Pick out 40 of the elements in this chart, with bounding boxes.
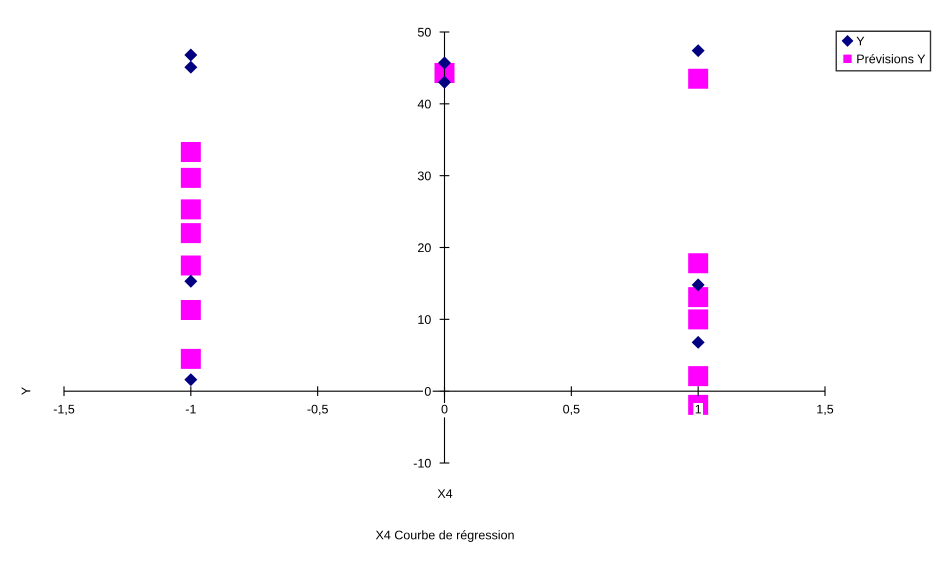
x-tick-label: 0,5 <box>563 404 580 416</box>
x-axis-title: X4 <box>438 489 452 498</box>
point <box>184 373 198 386</box>
point <box>180 141 202 163</box>
point <box>184 274 198 288</box>
point <box>180 222 202 244</box>
x-tick-label: -0,5 <box>307 404 328 416</box>
point <box>692 44 704 57</box>
point <box>687 286 710 308</box>
y-tick-label: 0 <box>424 386 431 396</box>
point <box>687 365 710 387</box>
x-tick-label: 1,5 <box>817 404 834 416</box>
legend-label: Prévisions Y <box>857 54 926 64</box>
legend-label: Y <box>856 36 864 46</box>
text: X4 Courbe de régression <box>376 530 514 542</box>
point <box>692 336 704 349</box>
y-tick-label: 30 <box>418 171 431 180</box>
y-tick-label: -10 <box>414 458 431 468</box>
x-tick-label: 0 <box>442 404 448 414</box>
point <box>180 166 202 189</box>
y-axis-title: Y <box>22 387 30 395</box>
point <box>687 308 710 330</box>
y-tick-label: 50 <box>418 28 431 37</box>
y-tick-label: 40 <box>418 100 431 108</box>
point <box>180 348 202 370</box>
point <box>687 68 710 90</box>
y-tick-label: 20 <box>418 243 431 252</box>
point <box>184 60 198 74</box>
point <box>180 299 202 321</box>
point <box>184 48 198 62</box>
x-tick-label: 1 <box>696 404 702 414</box>
point <box>180 254 202 276</box>
point <box>438 56 451 70</box>
x-tick-label: -1 <box>186 404 196 414</box>
point <box>438 76 451 89</box>
point <box>180 198 202 220</box>
point <box>687 252 710 274</box>
x-tick-label: -1,5 <box>54 404 74 416</box>
y-tick-label: 10 <box>418 315 431 324</box>
point <box>692 278 704 292</box>
